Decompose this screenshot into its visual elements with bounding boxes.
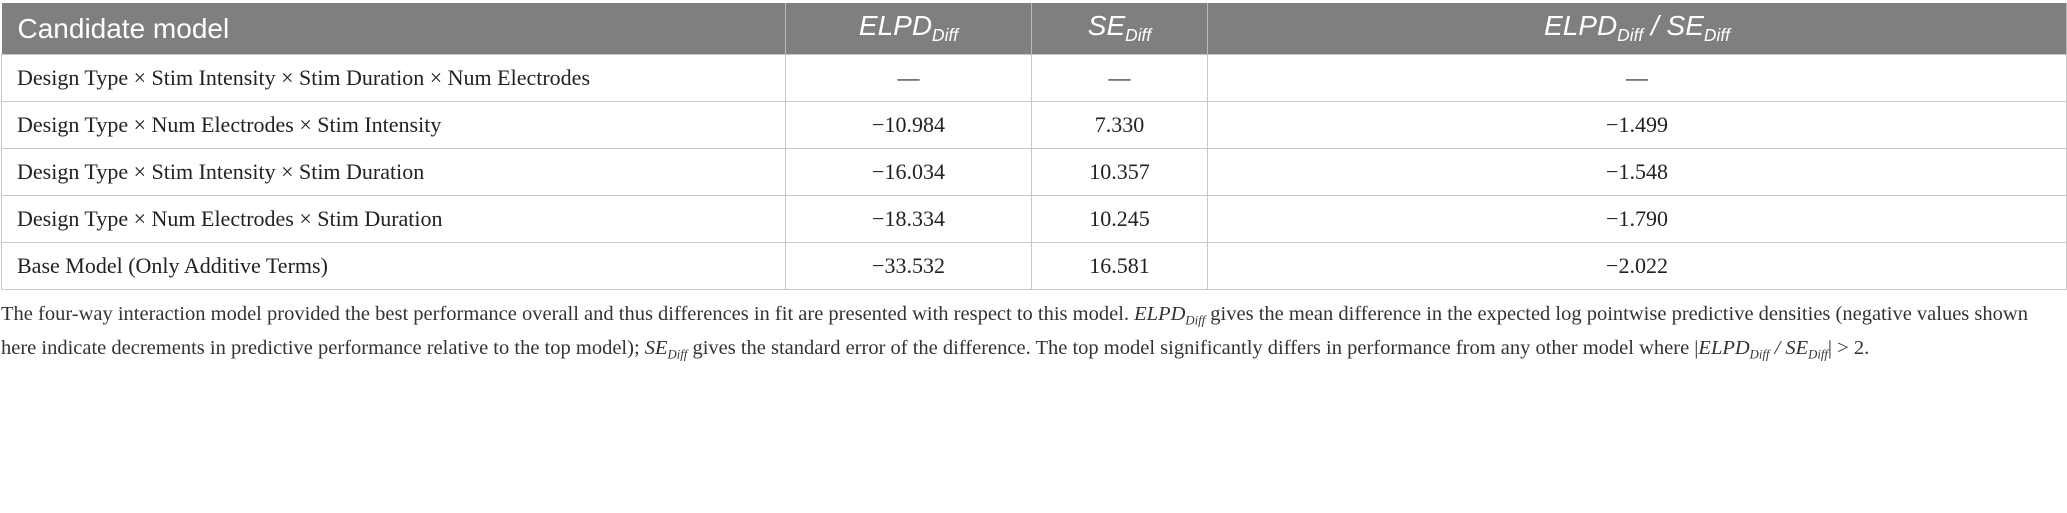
text: | > 2. [1827, 337, 1870, 360]
table-cell: −16.034 [785, 148, 1032, 196]
header-cell: Candidate model [1, 3, 786, 55]
italic-text: ELPD [1544, 10, 1618, 42]
subscript: Diff [1125, 25, 1152, 46]
footnote: The four-way interaction model provided … [0, 290, 2063, 369]
subscript: Diff [1703, 25, 1730, 46]
subscript: Diff [1185, 313, 1206, 328]
table-row: Design Type × Num Electrodes × Stim Dura… [1, 195, 2067, 243]
table-body: Design Type × Stim Intensity × Stim Dura… [1, 54, 2067, 290]
header-cell: SEDiff [1031, 3, 1208, 55]
subscript: Diff [932, 25, 959, 46]
italic-text: ELPD [1134, 303, 1186, 325]
table-cell: −2.022 [1207, 242, 2067, 290]
table-cell: 10.357 [1031, 148, 1208, 196]
table: Candidate model ELPDDiff SEDiff ELPDDiff / … [1, 3, 2067, 290]
table-cell: Design Type × Num Electrodes × Stim Dura… [1, 195, 786, 243]
subscript: Diff [1749, 347, 1770, 362]
header-cell: ELPDDiff [785, 3, 1032, 55]
text: gives the mean difference in the expecte… [1, 303, 2028, 360]
table-cell: Base Model (Only Additive Terms) [1, 242, 786, 290]
subscript: Diff [1617, 25, 1644, 46]
table-cell: −10.984 [785, 101, 1032, 149]
page: Candidate model ELPDDiff SEDiff ELPDDiff / … [0, 3, 2067, 513]
text: gives the standard error of the differen… [687, 337, 1699, 360]
text: The four-way interaction model provided … [1, 303, 1135, 325]
table-cell: — [1031, 54, 1208, 102]
table-cell: −1.548 [1207, 148, 2067, 196]
header-cell: ELPDDiff / SEDiff [1207, 3, 2067, 55]
table-cell: — [1207, 54, 2067, 102]
italic-text: SE [644, 337, 668, 360]
table-cell: Design Type × Stim Intensity × Stim Dura… [1, 148, 786, 196]
table-row: Base Model (Only Additive Terms) −33.532 1… [1, 242, 2067, 290]
italic-text: ELPD [1698, 337, 1750, 360]
table-cell: Design Type × Stim Intensity × Stim Dura… [1, 54, 786, 102]
subscript: Diff [667, 347, 688, 362]
table-cell: 7.330 [1031, 101, 1208, 149]
subscript: Diff [1808, 347, 1828, 362]
italic-text: ELPD [858, 10, 933, 42]
table-cell: −1.499 [1207, 101, 2067, 149]
italic-text: SE [1087, 10, 1126, 42]
table-cell: −33.532 [785, 242, 1032, 290]
header-row: Candidate model ELPDDiff SEDiff ELPDDiff / … [1, 3, 2067, 55]
table-row: Design Type × Stim Intensity × Stim Dura… [1, 148, 2067, 196]
italic-text: / SE [1643, 10, 1704, 42]
table-cell: −18.334 [785, 195, 1032, 243]
table-row: Design Type × Stim Intensity × Stim Dura… [1, 54, 2067, 102]
table-cell: 16.581 [1031, 242, 1208, 290]
italic-text: / SE [1769, 337, 1809, 360]
table-cell: — [785, 54, 1032, 102]
table-row: Design Type × Num Electrodes × Stim Inte… [1, 101, 2067, 149]
text: Candidate model [17, 12, 230, 44]
table-cell: Design Type × Num Electrodes × Stim Inte… [1, 101, 786, 149]
table-cell: −1.790 [1207, 195, 2067, 243]
table-cell: 10.245 [1031, 195, 1208, 243]
